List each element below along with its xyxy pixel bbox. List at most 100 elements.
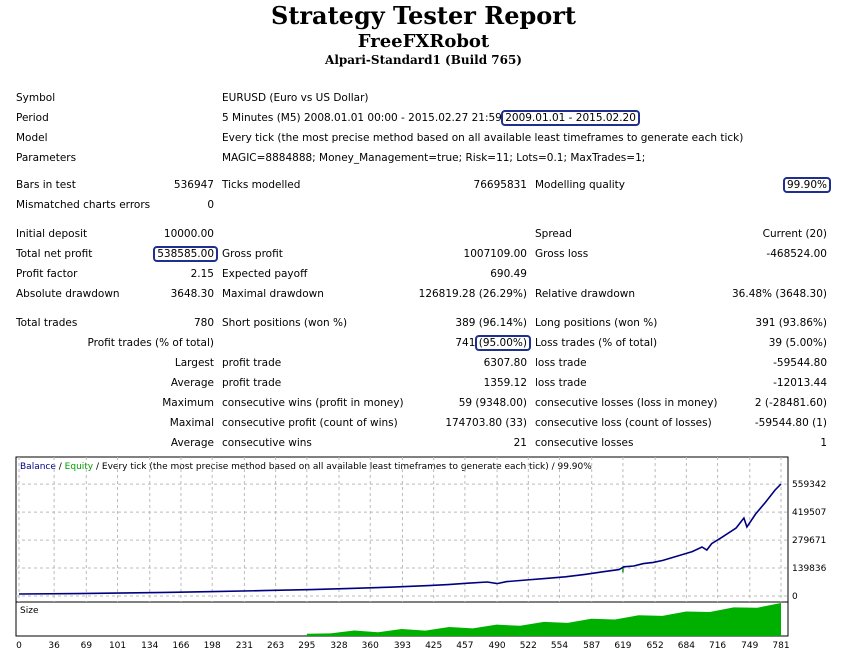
x-tick-label: 198 (204, 641, 221, 651)
x-tick-label: 781 (772, 641, 789, 651)
maxdd-label: Maximal drawdown (222, 288, 324, 300)
max-losses-value: 2 (-28481.60) (754, 397, 827, 409)
avg-losses-label: consecutive losses (535, 437, 634, 449)
legend-rest: / Every tick (the most precise method ba… (93, 462, 592, 472)
x-tick-label: 101 (109, 641, 126, 651)
largest-profit-label: profit trade (222, 357, 282, 369)
largest-profit-value: 6307.80 (483, 357, 527, 369)
x-tick-label: 393 (394, 641, 411, 651)
symbol-label: Symbol (16, 92, 56, 104)
row-parameters: Parameters MAGIC=8884888; Money_Manageme… (0, 149, 847, 167)
max-losses-label: consecutive losses (loss in money) (535, 397, 718, 409)
grossprofit-label: Gross profit (222, 248, 283, 260)
average2-label: Average (170, 437, 214, 449)
maxl-loss-value: -59544.80 (1) (754, 417, 827, 429)
y-axis-ticks: 559342 419507 279671 139836 0 (792, 480, 827, 602)
period-range-highlight: 2009.01.01 - 2015.02.20 (501, 110, 640, 126)
total-trades-label: Total trades (16, 317, 78, 329)
y-tick-label: 559342 (792, 480, 826, 490)
netprofit-label: Total net profit (16, 248, 93, 260)
payoff-value: 690.49 (490, 268, 527, 280)
x-tick-label: 684 (678, 641, 695, 651)
bars-label: Bars in test (16, 179, 76, 191)
x-tick-label: 295 (298, 641, 315, 651)
avg-losses-value: 1 (820, 437, 827, 449)
x-tick-label: 749 (741, 641, 758, 651)
x-tick-label: 619 (614, 641, 631, 651)
row-largest: Largest profit trade 6307.80 loss trade … (0, 354, 847, 372)
x-tick-label: 425 (425, 641, 442, 651)
parameters-label: Parameters (16, 152, 77, 164)
maximum-label: Maximum (162, 397, 214, 409)
deposit-label: Initial deposit (16, 228, 88, 240)
period-value: 5 Minutes (M5) 2008.01.01 00:00 - 2015.0… (222, 109, 640, 127)
x-tick-label: 716 (709, 641, 726, 651)
avg-wins-label: consecutive wins (222, 437, 312, 449)
chart-series (18, 483, 782, 636)
expert-name: FreeFXRobot (357, 31, 490, 52)
row-drawdown: Absolute drawdown 3648.30 Maximal drawdo… (0, 285, 847, 303)
size-label: Size (20, 606, 39, 616)
maxl-loss-label: consecutive loss (count of losses) (535, 417, 712, 429)
server-build: Alpari-Standard1 (Build 765) (325, 53, 522, 67)
model-value: Every tick (the most precise method base… (222, 132, 744, 144)
short-value: 389 (96.14%) (455, 317, 527, 329)
x-tick-label: 587 (583, 641, 600, 651)
row-period: Period 5 Minutes (M5) 2008.01.01 00:00 -… (0, 109, 847, 127)
quality-label: Modelling quality (535, 179, 625, 191)
y-tick-label: 419507 (792, 508, 826, 518)
x-tick-label: 490 (488, 641, 505, 651)
pf-value: 2.15 (190, 268, 214, 280)
long-value: 391 (93.86%) (755, 317, 827, 329)
x-tick-label: 522 (520, 641, 537, 651)
x-tick-label: 457 (456, 641, 473, 651)
bars-value: 536947 (173, 179, 214, 191)
average-label: Average (170, 377, 214, 389)
largest-loss-value: -59544.80 (773, 357, 827, 369)
profit-trades-label: Profit trades (% of total) (87, 337, 214, 349)
balance-line (18, 483, 782, 595)
y-tick-label: 0 (792, 592, 798, 602)
y-tick-label: 139836 (792, 564, 827, 574)
x-tick-label: 36 (48, 641, 60, 651)
x-tick-label: 652 (647, 641, 664, 651)
row-maximum: Maximum consecutive wins (profit in mone… (0, 394, 847, 412)
grossprofit-value: 1007109.00 (463, 248, 527, 260)
x-tick-label: 69 (81, 641, 93, 651)
model-label: Model (16, 132, 48, 144)
loss-trades-value: 39 (5.00%) (768, 337, 827, 349)
largest-loss-label: loss trade (535, 357, 587, 369)
x-axis-ticks: 0 36 69 101 134 166 198 231 263 295 328 360 393 425 45… (16, 641, 789, 651)
parameters-value: MAGIC=8884888; Money_Management=true; Ri… (222, 152, 646, 164)
maximal-label: Maximal (169, 417, 214, 429)
long-label: Long positions (won %) (535, 317, 658, 329)
avg-loss-value: -12013.44 (773, 377, 827, 389)
x-tick-label: 554 (551, 641, 568, 651)
maxl-profit-label: consecutive profit (count of wins) (222, 417, 398, 429)
x-tick-label: 231 (236, 641, 253, 651)
spread-label: Spread (535, 228, 572, 240)
deposit-value: 10000.00 (163, 228, 214, 240)
absdd-label: Absolute drawdown (16, 288, 120, 300)
legend-balance: Balance (20, 462, 56, 472)
report-title: Strategy Tester Report (270, 1, 577, 30)
x-tick-label: 0 (16, 641, 22, 651)
row-deposit: Initial deposit 10000.00 Spread Current … (0, 225, 847, 243)
row-model: Model Every tick (the most precise metho… (0, 129, 847, 147)
pf-label: Profit factor (16, 268, 78, 280)
reldd-value: 36.48% (3648.30) (732, 288, 827, 300)
loss-trades-label: Loss trades (% of total) (535, 337, 658, 349)
maxl-profit-value: 174703.80 (33) (445, 417, 527, 429)
avg-profit-label: profit trade (222, 377, 282, 389)
legend-equity: Equity (65, 462, 94, 472)
x-tick-label: 263 (267, 641, 284, 651)
maxdd-value: 126819.28 (26.29%) (418, 288, 527, 300)
grossloss-value: -468524.00 (766, 248, 827, 260)
max-wins-label: consecutive wins (profit in money) (222, 397, 404, 409)
avg-profit-value: 1359.12 (483, 377, 527, 389)
quality-value: 99.90% (782, 177, 831, 193)
x-tick-label: 134 (141, 641, 158, 651)
short-label: Short positions (won %) (222, 317, 348, 329)
period-dates: 5 Minutes (M5) 2008.01.01 00:00 - 2015.0… (222, 112, 502, 124)
